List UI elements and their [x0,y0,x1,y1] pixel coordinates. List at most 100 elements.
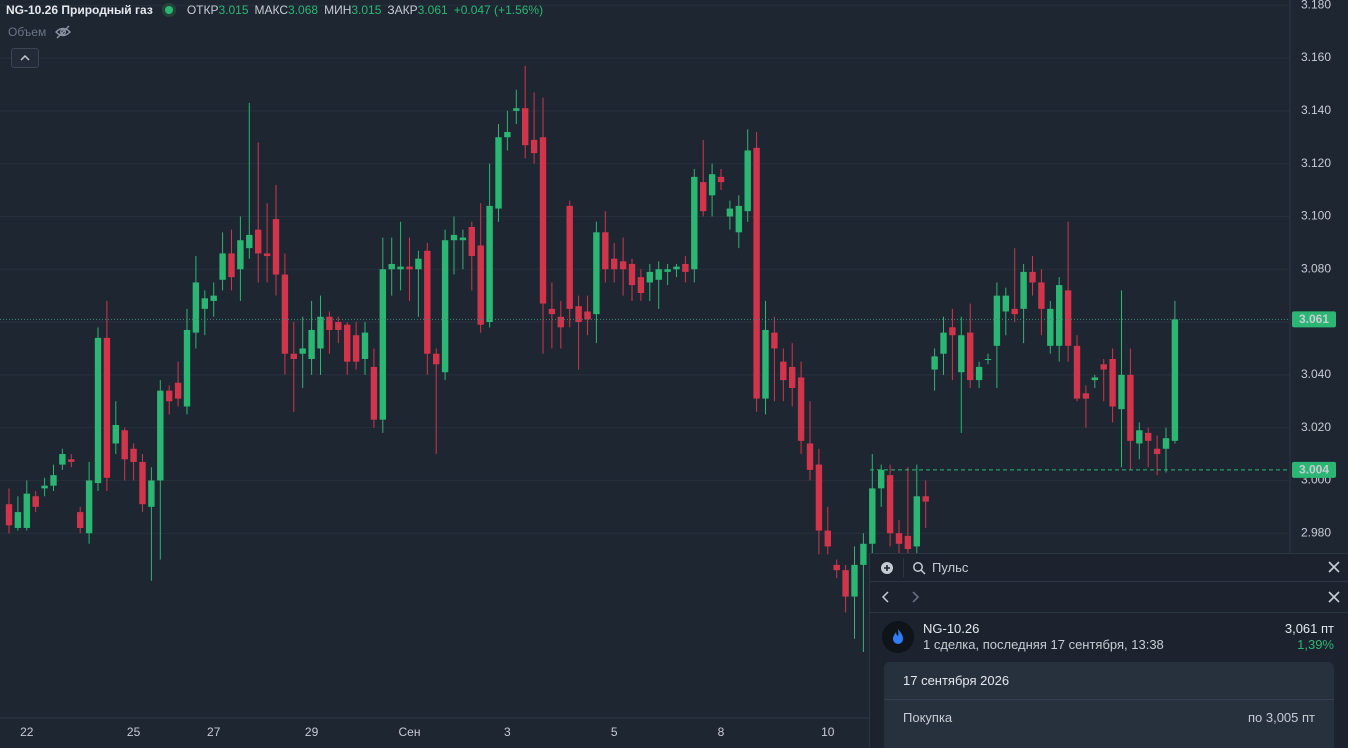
candle-body [1091,377,1098,381]
candle-body [450,234,458,241]
candle-body [477,245,484,325]
ohlc-label: МИН [324,3,352,17]
y-tick-label: 3.020 [1301,420,1331,434]
candle-body [85,480,93,534]
back-arrow[interactable] [881,591,891,603]
candle-body [575,306,582,323]
candle-body [468,227,475,257]
candle-body [931,356,938,370]
ohlc-value: 3.015 [351,3,382,17]
y-tick-label: 3.080 [1301,261,1331,275]
candle-body [406,266,413,270]
candle-body [1162,438,1170,449]
volume-legend: Объем [8,25,72,39]
candle-body [415,258,422,270]
instrument-name[interactable]: NG-10.26 [923,621,980,636]
x-tick-label: 3 [504,725,511,739]
candle-body [664,269,671,272]
search-input[interactable]: Пульс [932,560,969,575]
candle-body [139,461,146,505]
candle-body [967,332,974,381]
collapse-button[interactable] [11,48,39,68]
x-tick-label: Сен [399,725,421,739]
candle-body [486,205,493,323]
candle-body [41,485,48,489]
candle-body [246,234,253,249]
y-tick-label: 3.180 [1301,0,1331,11]
candle-body [148,480,155,507]
y-tick-label: 3.040 [1301,367,1331,381]
trade-card: 17 сентября 2026 Покупка по 3,005 пт [884,662,1334,748]
candle-body [1011,308,1018,315]
candle-body [32,496,39,507]
instrument-change: 1,39% [1297,637,1334,652]
x-tick-label: 5 [611,725,618,739]
candle-body [1002,295,1009,312]
candle-body [539,137,547,304]
candle-body [1100,364,1107,370]
candle-body [860,543,867,565]
candle-body [771,332,778,349]
candle-body [958,335,965,373]
candle-body [1038,282,1045,309]
candle-body [424,250,431,354]
candle-body [237,240,244,270]
add-icon[interactable] [880,561,894,575]
candle-body [94,337,102,484]
candle-body [780,361,787,381]
candle-body [352,335,360,362]
candle-body [1056,285,1063,346]
candles [5,65,1179,653]
candle-body [566,205,573,309]
close-icon[interactable] [1328,561,1340,573]
candle-body [557,316,564,328]
candle-body [1109,359,1116,407]
candle-body [789,366,796,389]
candle-body [913,496,920,547]
x-tick-label: 27 [207,725,221,739]
candle-body [797,377,805,441]
candle-body [717,176,725,183]
candle-body [1047,308,1054,346]
candle-body [5,504,13,526]
candle-body [851,564,858,597]
candle-body [1136,430,1143,444]
candle-body [210,295,217,301]
ohlc-value: 3.015 [218,3,249,17]
search-icon[interactable] [912,561,926,575]
trade-action: Покупка [903,710,953,725]
candle-body [726,208,734,217]
ohlc-label: МАКС [254,3,289,17]
ohlc-value: 3.061 [417,3,448,17]
candle-body [869,488,876,544]
candle-body [397,266,404,270]
candle-body [1020,271,1027,309]
candle-body [878,469,885,489]
candle-body [593,232,600,315]
candle-body [548,308,556,315]
candle-body [459,237,467,241]
candle-body [219,253,226,280]
forward-arrow[interactable] [910,591,920,603]
trade-date: 17 сентября 2026 [903,673,1010,688]
hide-icon[interactable] [54,25,72,39]
change: +0.047 (+1.56%) [453,3,544,17]
candle-body [637,277,645,294]
candle-body [940,332,947,354]
chart-title: NG-10.26 Природный газ [6,3,153,17]
candle-body [815,464,823,531]
x-tick-label: 8 [718,725,725,739]
candle-body [1171,319,1179,441]
candle-body [103,337,111,478]
candle-body [1064,290,1072,346]
candle-body [344,324,351,362]
close-icon[interactable] [1328,591,1340,603]
candle-body [762,329,769,399]
price-badge [1292,311,1336,328]
candle-body [68,459,75,462]
instrument-logo [882,621,914,653]
price-badge-label: 3.004 [1299,463,1329,477]
price-badge-label: 3.061 [1299,312,1329,326]
candle-body [308,329,315,359]
